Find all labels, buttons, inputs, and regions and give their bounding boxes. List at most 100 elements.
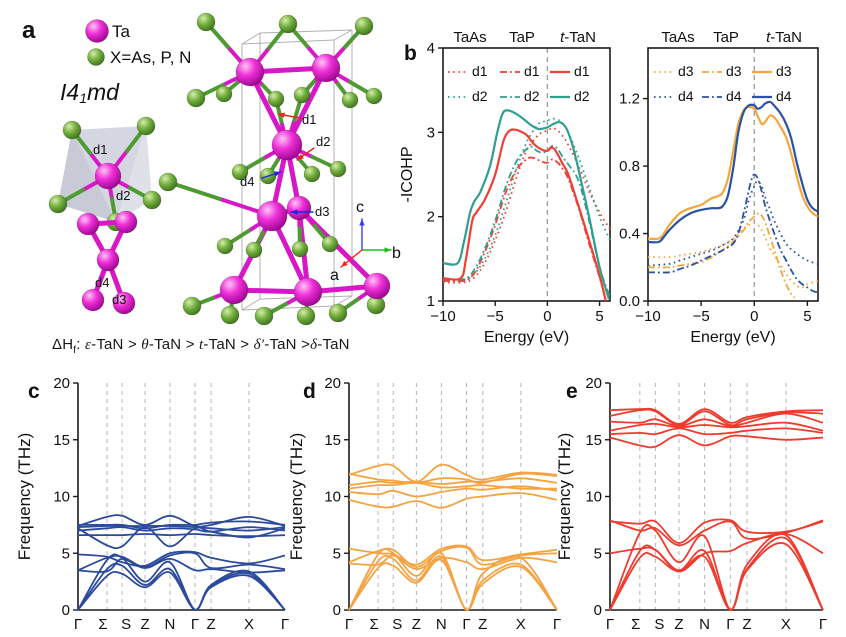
phonon-band [78,533,286,538]
ta-atom [81,288,105,312]
y-tick-label: 2 [427,209,435,226]
caption-part: -TaN > [264,336,311,353]
ta-atom [94,162,122,190]
axis-label-a: a [330,267,339,284]
bond-label-d1: d1 [93,142,107,157]
phonon-band [609,427,824,436]
y-axis-label: Frequency (THz) [287,433,306,561]
bond-label-d4: d4 [95,275,109,290]
panel-letter: e [566,380,578,403]
icohp-curve-t-TaN-d1 [442,128,607,302]
material-header: t-TaN [560,29,596,46]
bond-label-d2: d2 [116,188,130,203]
phonon-band [348,472,558,484]
axis-label-c: c [356,199,364,216]
material-header: TaAs [661,29,694,46]
kpoint-label: Σ [631,616,640,633]
x-atom [303,165,321,183]
x-axis-label: Energy (eV) [690,329,775,346]
x-tick-label: −5 [487,308,504,325]
x-atom [231,163,249,181]
x-atom [136,116,156,136]
phonon-band [609,532,824,573]
x-tick-label: 0 [543,308,551,325]
x-atom [267,90,285,108]
legend: d3 d4 d3 d4 d3 d4 [654,63,792,104]
legend-label: d2 [472,88,488,104]
caption-part: δ [310,337,318,353]
tetrahedron-face [58,130,116,222]
phonon-band [77,551,286,572]
x-atom [186,88,206,108]
kpoint-label: Γ [553,616,561,633]
ta-atom [293,277,323,307]
legend-label: d3 [776,63,792,79]
kpoint-label: Z [674,616,683,633]
x-atom [62,120,82,140]
phonon-band [77,570,286,611]
y-tick-label: 0 [333,602,341,619]
caption-part: : [76,336,85,353]
kpoint-label: Γ [74,616,82,633]
x-atom [216,237,234,255]
x-tick-label: 5 [595,308,603,325]
phonon-band [609,412,824,428]
x-atom [48,194,68,214]
kpoint-label: S [654,616,664,633]
legend-label: d4 [726,88,742,104]
bond-label-d3: d3 [112,292,126,307]
legend-label: d3 [678,63,694,79]
bond-label-d1: d1 [302,112,316,127]
phonon-band [348,554,558,571]
kpoint-label: N [699,616,710,633]
x-tick-label: −10 [430,308,455,325]
phonon-band [609,519,824,547]
panel-letter: a [22,17,36,44]
kpoint-label: Z [140,616,149,633]
x-tick-label: −5 [693,308,710,325]
phonon-band [348,545,558,568]
phonon-band [609,536,824,611]
x-atom [328,303,348,323]
x-atom [182,296,202,316]
x-axis-label: Energy (eV) [484,329,569,346]
phonon-bands [348,463,558,611]
x-atom [158,172,178,192]
phonon-bands [77,514,286,611]
y-axis-label: -ICOHP [399,147,416,203]
x-atom [354,16,374,36]
phonon-band [348,492,558,509]
y-tick-label: 20 [585,375,602,392]
icohp-chart-d3-d4: 0.0 0.4 0.8 1.2 −10 −5 0 5 Energy (eV) TaAs TaP t-T… [619,29,819,346]
kpoint-label: S [121,616,131,633]
bond [166,180,222,201]
ta-atom [219,275,249,305]
kpoint-label: Γ [606,616,614,633]
caption-part: -TaN [317,336,350,353]
legend-label: d2 [574,88,590,104]
x-atom [220,305,240,325]
x-atom [142,190,162,210]
y-tick-label: 10 [585,489,602,506]
phonon-band [77,526,286,533]
ta-atom [363,272,391,300]
ta-atom [311,53,341,83]
x-atom [365,87,383,105]
legend-ta-atom [85,19,109,43]
ta-atom [112,291,136,315]
ta-atom [96,248,120,272]
icohp-chart-d1-d2: b 1 2 3 4 −10 −5 0 5 Energy (eV) -ICOHP TaAs TaP t-Ta… [399,29,611,346]
kpoint-label: Γ [345,616,353,633]
plot-frame [442,47,611,302]
arrow-head [274,171,281,177]
phonon-band [348,544,558,566]
plot-frame [647,47,819,302]
ta-atom [76,212,100,236]
caption-part: -TaN > [91,336,142,353]
y-tick-label: 15 [585,432,602,449]
ta-atom [286,195,312,221]
kpoint-label: Z [742,616,751,633]
y-tick-label: 20 [53,375,70,392]
panel-letter: c [28,380,40,403]
